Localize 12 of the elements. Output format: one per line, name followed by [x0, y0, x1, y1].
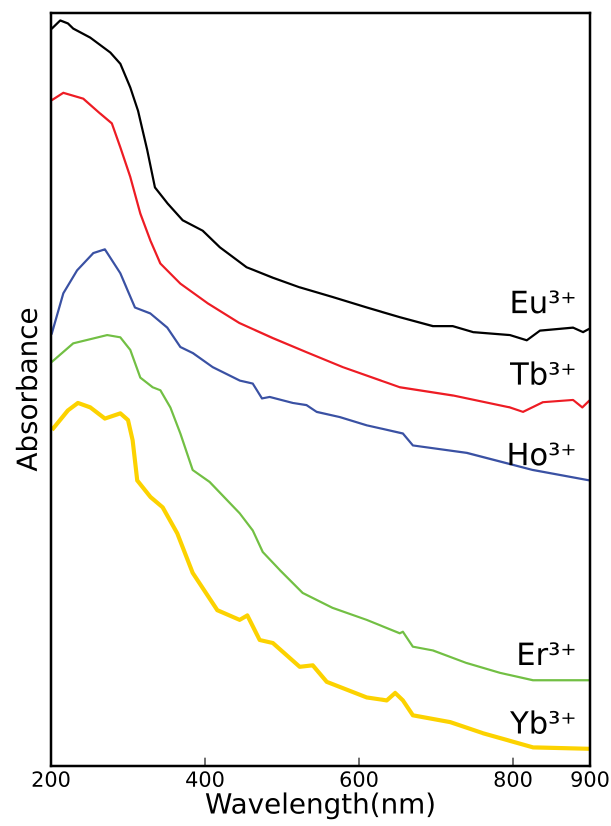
- series-label: Yb³⁺: [510, 710, 574, 734]
- x-tick-label: 900: [571, 771, 608, 787]
- series-label: Eu³⁺: [512, 290, 574, 314]
- x-axis-title: Wavelength(nm): [206, 792, 434, 820]
- x-tick-label: 600: [340, 771, 378, 787]
- x-tick-label: 200: [32, 771, 70, 787]
- x-tick-label: 400: [186, 771, 224, 787]
- series-label: Tb³⁺: [510, 361, 574, 386]
- series-label: Er³⁺: [519, 642, 574, 665]
- y-axis-title: Absorbance: [16, 308, 38, 472]
- x-tick-label: 800: [494, 771, 532, 787]
- series-label: Ho³⁺: [509, 442, 574, 466]
